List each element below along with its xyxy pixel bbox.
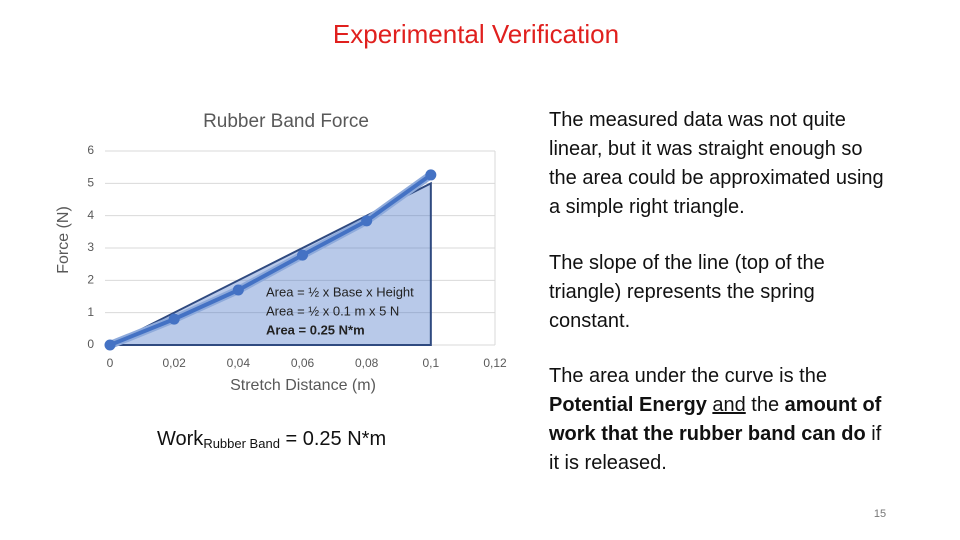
y-tick-label: 6 bbox=[87, 143, 94, 157]
text-run: amount of work that the rubber band can … bbox=[549, 394, 882, 445]
chart-title: Rubber Band Force bbox=[203, 111, 369, 132]
x-tick-label: 0 bbox=[107, 356, 114, 370]
annotation: Area = ½ x Base x Height bbox=[266, 284, 414, 299]
x-tick-label: 0,1 bbox=[422, 356, 439, 370]
paragraph: The measured data was not quite linear, … bbox=[549, 109, 884, 218]
y-tick-label: 2 bbox=[87, 273, 94, 287]
page-number: 15 bbox=[874, 508, 886, 520]
data-point bbox=[361, 215, 373, 227]
y-tick-label: 0 bbox=[87, 337, 94, 351]
formula-subscript: Rubber Band bbox=[203, 436, 280, 451]
y-tick-label: 1 bbox=[87, 305, 94, 319]
data-point bbox=[168, 313, 180, 325]
y-tick-label: 4 bbox=[87, 208, 94, 222]
formula-main: Work bbox=[157, 428, 204, 450]
y-tick-label: 5 bbox=[87, 176, 94, 190]
text-run: and bbox=[712, 394, 746, 416]
x-axis-label: Stretch Distance (m) bbox=[230, 377, 376, 394]
text-run: The area under the curve is the bbox=[549, 365, 827, 387]
data-point bbox=[104, 339, 116, 351]
y-tick-label: 3 bbox=[87, 240, 94, 254]
data-point bbox=[232, 284, 244, 296]
x-tick-label: 0,06 bbox=[291, 356, 315, 370]
data-line bbox=[109, 173, 432, 347]
y-axis-label: Force (N) bbox=[55, 206, 72, 274]
text-run: the bbox=[745, 394, 785, 416]
x-tick-label: 0,04 bbox=[227, 356, 251, 370]
annotation: Area = 0.25 N*m bbox=[266, 322, 365, 337]
text-run: Potential Energy bbox=[549, 394, 707, 416]
area-triangle bbox=[109, 181, 432, 346]
data-point bbox=[425, 169, 437, 181]
formula: WorkRubber Band = 0.25 N*m bbox=[157, 428, 386, 451]
formula-rest: = 0.25 N*m bbox=[280, 428, 386, 450]
data-point bbox=[297, 249, 308, 261]
slide-title: Experimental Verification bbox=[333, 19, 619, 49]
x-tick-label: 0,02 bbox=[162, 356, 186, 370]
x-tick-label: 0,08 bbox=[355, 356, 379, 370]
paragraph: The area under the curve is the Potentia… bbox=[549, 362, 894, 478]
annotation: Area = ½ x 0.1 m x 5 N bbox=[266, 303, 399, 318]
x-tick-label: 0,12 bbox=[483, 356, 507, 370]
text-run: if it is released. bbox=[549, 423, 882, 474]
paragraph: The slope of the line (top of the triang… bbox=[549, 252, 825, 332]
